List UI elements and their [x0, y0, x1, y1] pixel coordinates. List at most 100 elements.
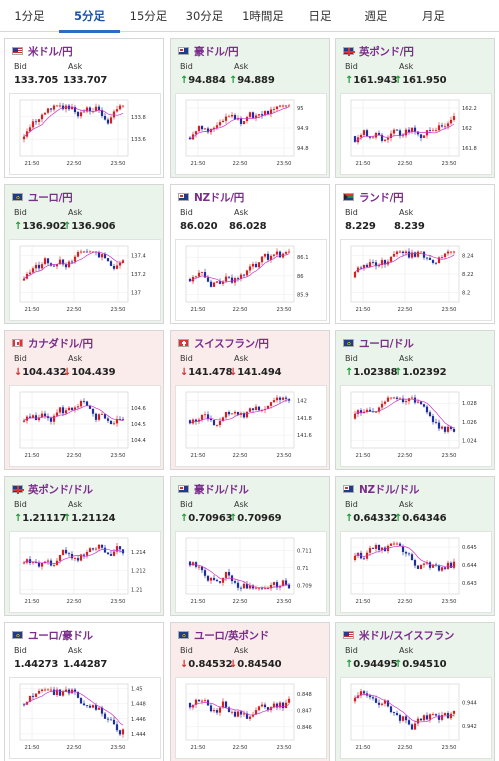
rate-card[interactable]: カナダドル/円 Bid Ask ↓104.432 ↓104.439 104.6 104.5 1…	[4, 330, 164, 470]
candle-body	[368, 136, 372, 138]
candle-body	[79, 112, 83, 117]
candle-body	[100, 109, 104, 116]
candle-body	[374, 262, 378, 267]
rate-card[interactable]: ユーロ/豪ドル Bid Ask 1.44273 1.44287 1.45 1.448 1.44…	[4, 622, 164, 761]
rate-card[interactable]: ランド/円 Bid Ask 8.229 8.239 8.24 8.22 8.2 21:50 22:…	[335, 184, 495, 324]
tab-3[interactable]: 15分足	[129, 9, 168, 23]
rate-card[interactable]: 豪ドル/円 Bid Ask ↑94.884 ↑94.889 95 94.9 94.8 21:50…	[170, 38, 330, 178]
moving-average-line	[189, 106, 290, 140]
rate-card[interactable]: NZドル/円 Bid Ask 86.020 86.028 86.1 86 85.9 21:50 2…	[170, 184, 330, 324]
candle-body	[269, 109, 273, 114]
y-tick-label: 137	[131, 291, 141, 297]
candle-body	[37, 264, 41, 269]
candle-body	[85, 705, 89, 706]
rate-card[interactable]: 米ドル/円 Bid Ask 133.705 133.707 133.8 133.6 21:50…	[4, 38, 164, 178]
currency-pair-link[interactable]: NZドル/円	[194, 191, 244, 204]
candle-body	[245, 411, 249, 418]
x-tick-label: 22:50	[233, 161, 248, 167]
currency-pair-link[interactable]: ユーロ/ドル	[359, 337, 414, 350]
bid-price: 1.21117	[22, 513, 67, 524]
currency-pair-link[interactable]: ユーロ/英ポンド	[194, 629, 269, 642]
mini-candlestick-chart[interactable]: 86.1 86 85.9 21:50 22:50 23:50	[175, 239, 327, 321]
mini-candlestick-chart[interactable]: 0.944 0.942 21:50 22:50 23:50	[340, 677, 492, 759]
mini-candlestick-chart[interactable]: 137.4 137.2 137 21:50 22:50 23:50	[9, 239, 161, 321]
currency-pair-link[interactable]: 米ドル/スイスフラン	[359, 629, 455, 642]
currency-pair-link[interactable]: カナダドル/円	[28, 337, 93, 350]
ask-label: Ask	[234, 646, 249, 655]
mini-candlestick-chart[interactable]: 162.2 162 161.8 21:50 22:50 23:50	[340, 93, 492, 175]
arrow-up-icon: ↑	[229, 513, 238, 524]
eu-flag-icon	[12, 193, 23, 201]
rate-card[interactable]: NZドル/ドル Bid Ask ↑0.64332 ↑0.64346 0.645 0.644 0…	[335, 476, 495, 616]
tab-1[interactable]: 1分足	[14, 9, 45, 23]
rate-card[interactable]: 豪ドル/ドル Bid Ask ↑0.70963 ↑0.70969 0.711 0.71 0.7…	[170, 476, 330, 616]
candle-body	[112, 551, 116, 556]
arrow-up-icon: ↑	[345, 75, 354, 86]
candle-body	[449, 251, 453, 253]
mini-candlestick-chart[interactable]: 1.45 1.448 1.446 1.444 21:50 22:50 23:50	[9, 677, 161, 759]
candle-body	[118, 546, 122, 550]
candle-body	[410, 252, 414, 258]
mini-candlestick-chart[interactable]: 95 94.9 94.8 21:50 22:50 23:50	[175, 93, 327, 175]
candle-body	[251, 263, 255, 267]
tab-7[interactable]: 週足	[364, 9, 388, 23]
tab-2[interactable]: 5分足	[59, 0, 120, 33]
currency-pair-link[interactable]: スイスフラン/円	[194, 337, 269, 350]
rate-card[interactable]: ユーロ/英ポンド Bid Ask ↓0.84532 ↓0.84540 0.848 0.847…	[170, 622, 330, 761]
currency-pair-link[interactable]: 豪ドル/円	[194, 45, 239, 58]
mini-candlestick-chart[interactable]: 104.6 104.5 104.4 21:50 22:50 23:50	[9, 385, 161, 467]
candle-body	[272, 109, 276, 110]
candle-body	[263, 588, 267, 590]
currency-pair-link[interactable]: NZドル/ドル	[359, 483, 420, 496]
rate-card-header: NZドル/円	[178, 190, 244, 204]
candle-body	[188, 278, 192, 282]
candle-body	[37, 417, 41, 421]
candle-body	[389, 397, 393, 399]
rate-card[interactable]: 英ポンド/ドル Bid Ask ↑1.21117 ↑1.21124 1.214 1.212 1…	[4, 476, 164, 616]
currency-pair-link[interactable]: 英ポンド/ドル	[28, 483, 93, 496]
bid-value: ↓141.478	[180, 367, 233, 378]
tab-6[interactable]: 日足	[308, 9, 332, 23]
tab-5[interactable]: 1時間足	[242, 9, 284, 23]
candle-body	[194, 276, 198, 278]
rate-card[interactable]: ユーロ/円 Bid Ask ↑136.902 ↑136.906 137.4 137.2 137…	[4, 184, 164, 324]
currency-pair-link[interactable]: 米ドル/円	[28, 45, 73, 58]
tab-4[interactable]: 30分足	[185, 9, 224, 23]
rate-card[interactable]: 英ポンド/円 Bid Ask ↑161.943 ↑161.950 162.2 162 161.…	[335, 38, 495, 178]
candle-body	[197, 272, 201, 277]
mini-candlestick-chart[interactable]: 8.24 8.22 8.2 21:50 22:50 23:50	[340, 239, 492, 321]
candle-body	[115, 724, 119, 731]
currency-pair-link[interactable]: ランド/円	[359, 191, 404, 204]
mini-candlestick-chart[interactable]: 0.711 0.71 0.709 21:50 22:50 23:50	[175, 531, 327, 613]
currency-pair-link[interactable]: 英ポンド/円	[359, 45, 414, 58]
rate-card-header: スイスフラン/円	[178, 336, 269, 350]
candle-body	[452, 428, 456, 432]
candle-body	[70, 107, 74, 110]
mini-candlestick-chart[interactable]: 142 141.8 141.6 21:50 22:50 23:50	[175, 385, 327, 467]
tab-8[interactable]: 月足	[422, 9, 445, 23]
mini-candlestick-chart[interactable]: 1.028 1.026 1.024 21:50 22:50 23:50	[340, 385, 492, 467]
mini-candlestick-chart[interactable]: 0.848 0.847 0.846 21:50 22:50 23:50	[175, 677, 327, 759]
bid-value: ↑161.943	[345, 75, 398, 86]
candle-body	[197, 566, 201, 568]
candle-body	[437, 257, 441, 264]
candle-body	[245, 270, 249, 276]
rate-card[interactable]: ユーロ/ドル Bid Ask ↑1.02388 ↑1.02392 1.028 1.026 1.…	[335, 330, 495, 470]
candle-body	[97, 414, 101, 420]
candle-body	[61, 691, 65, 696]
currency-pair-link[interactable]: ユーロ/円	[28, 191, 73, 204]
currency-pair-link[interactable]: ユーロ/豪ドル	[28, 629, 93, 642]
candle-body	[76, 112, 80, 117]
rate-card[interactable]: スイスフラン/円 Bid Ask ↓141.478 ↓141.494 142 141.8 14…	[170, 330, 330, 470]
rate-card[interactable]: 米ドル/スイスフラン Bid Ask ↑0.94495 ↑0.94510 0.944 0.9…	[335, 622, 495, 761]
mini-candlestick-chart[interactable]: 0.645 0.644 0.643 21:50 22:50 23:50	[340, 531, 492, 613]
candle-body	[230, 711, 234, 713]
mini-candlestick-chart[interactable]: 1.214 1.212 1.21 21:50 22:50 23:50	[9, 531, 161, 613]
candle-body	[91, 705, 95, 708]
mini-candlestick-chart[interactable]: 133.8 133.6 21:50 22:50 23:50	[9, 93, 161, 175]
candle-body	[230, 413, 234, 415]
candle-body	[55, 264, 59, 267]
currency-pair-link[interactable]: 豪ドル/ドル	[194, 483, 249, 496]
bid-label: Bid	[345, 500, 358, 509]
candle-body	[407, 553, 411, 555]
